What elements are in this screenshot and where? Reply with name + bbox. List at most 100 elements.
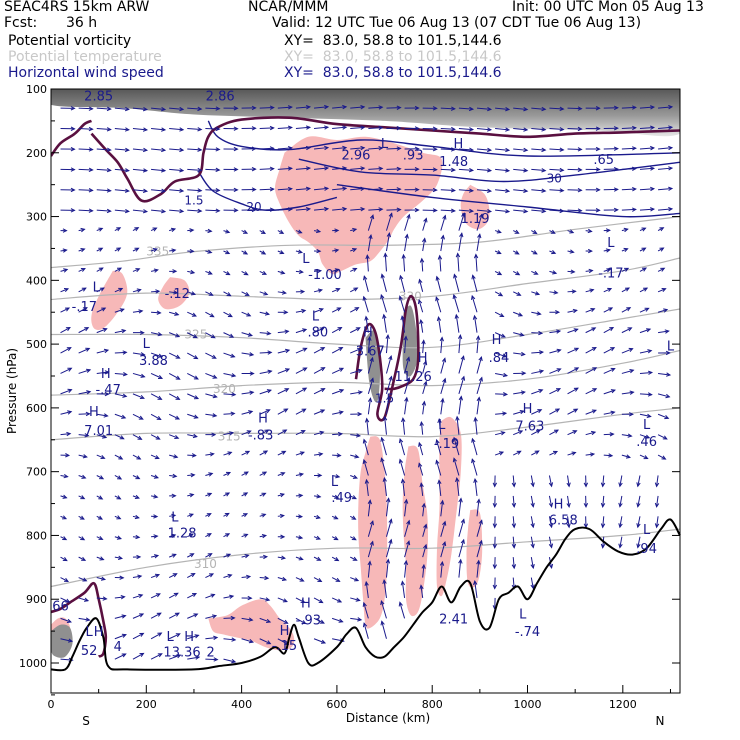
wind-vector-859	[132, 652, 145, 660]
wind-vector-651	[150, 494, 159, 499]
wind-vector-357	[362, 295, 369, 313]
wind-vector-734	[422, 523, 428, 537]
wind-vector-839	[362, 601, 369, 619]
wind-vector-682	[96, 515, 103, 520]
wind-vector-2	[96, 106, 112, 112]
wind-vector-212	[205, 228, 213, 234]
wind-vector-830	[205, 614, 218, 619]
wind-vector-843	[114, 633, 127, 640]
wind-vector-563	[401, 417, 406, 435]
wind-vector-689	[223, 512, 230, 517]
annotation-10: L	[302, 252, 310, 267]
shading-layer	[51, 89, 680, 658]
wind-vector-143	[187, 188, 203, 193]
annotation-55: 52	[81, 644, 98, 659]
wind-vector-361	[435, 296, 442, 313]
y-tick-label-800: 800	[26, 529, 47, 542]
wind-vector-132	[603, 166, 619, 172]
wind-vector-444	[96, 370, 110, 375]
wind-vector-701	[440, 499, 445, 517]
wind-vector-411	[114, 350, 128, 355]
annotation-27: H	[101, 367, 111, 382]
wind-vector-862	[187, 655, 201, 660]
theta-contour-335	[51, 216, 680, 269]
wind-vector-642	[600, 475, 606, 488]
wind-vector-188	[386, 207, 402, 212]
wind-vector-362	[452, 293, 460, 313]
wind-vector-647	[78, 495, 86, 500]
wind-vector-224	[422, 217, 428, 231]
wind-vector-568	[494, 431, 506, 436]
wind-vector-353	[295, 308, 307, 314]
wind-vector-30	[603, 105, 619, 111]
wind-vector-276	[132, 268, 141, 273]
wind-vector-484	[205, 393, 218, 399]
wind-vector-291	[401, 253, 406, 272]
annotation-6: 1.48	[439, 155, 468, 170]
field-pv-xy: XY= 83.0, 58.8 to 101.5,144.6	[284, 33, 502, 49]
wind-vector-767	[458, 538, 465, 558]
wind-vector-64	[603, 126, 619, 131]
wind-vector-330	[494, 291, 504, 297]
annotation-14: -.17	[72, 300, 97, 315]
wind-vector-777	[132, 574, 143, 579]
wind-vector-76	[205, 147, 221, 152]
wind-vector-731	[367, 520, 374, 537]
wind-vector-240	[96, 247, 104, 252]
y-tick-label-600: 600	[26, 402, 47, 415]
wind-vector-445	[114, 371, 128, 377]
wind-vector-780	[187, 572, 196, 578]
wind-vector-526	[350, 411, 363, 417]
wind-vector-536	[531, 409, 543, 415]
wind-vector-151	[332, 186, 348, 191]
annotation-32: -.83	[248, 429, 273, 444]
wind-vector-805	[150, 593, 161, 599]
wind-vector-709	[583, 516, 589, 529]
wind-vector-669	[473, 477, 478, 496]
wind-vector-706	[530, 516, 535, 529]
wind-vector-68	[60, 146, 76, 152]
wind-vector-92	[495, 147, 511, 153]
wind-vector-502	[531, 389, 544, 395]
wind-vector-424	[350, 347, 363, 354]
wind-vector-67	[658, 125, 674, 130]
wind-vector-265	[549, 249, 557, 255]
wind-vector-797	[492, 577, 498, 590]
annotation-24: H	[492, 333, 502, 348]
annotation-12: -.17	[598, 267, 623, 282]
wind-vector-17	[368, 105, 384, 110]
wind-vector-267	[585, 248, 593, 254]
wind-vector-100	[639, 145, 656, 151]
wind-vector-293	[437, 254, 443, 272]
wind-vector-145	[223, 187, 239, 193]
wind-vector-323	[363, 275, 369, 292]
wind-vector-43	[223, 126, 239, 131]
wind-vector-249	[259, 250, 267, 255]
wind-vector-632	[418, 462, 424, 476]
wind-vector-554	[241, 430, 252, 436]
wind-vector-525	[332, 410, 344, 415]
wind-vector-592	[313, 452, 324, 457]
wind-vector-455	[295, 367, 308, 374]
wind-vector-439	[621, 347, 634, 354]
y-tick-label-200: 200	[26, 147, 47, 160]
annotation-56: 4	[114, 640, 122, 655]
wind-vector-850	[241, 638, 254, 644]
wind-vector-71	[114, 147, 130, 153]
wind-vector-177	[187, 208, 203, 214]
wind-vector-399	[513, 332, 525, 337]
wind-vector-236	[639, 227, 647, 232]
wind-vector-810	[241, 595, 253, 601]
annotation-34: -.19	[434, 437, 459, 452]
wind-vector-102	[60, 167, 76, 172]
wind-vector-216	[277, 229, 285, 234]
field-theta-xy: XY= 83.0, 58.8 to 101.5,144.6	[284, 49, 502, 65]
wind-vector-820	[419, 584, 424, 599]
wind-vector-302	[603, 268, 612, 273]
wind-vector-181	[259, 207, 275, 212]
wind-vector-185	[332, 206, 348, 212]
wind-vector-261	[476, 233, 482, 252]
wind-vector-388	[313, 327, 325, 334]
wind-vector-33	[658, 104, 674, 110]
wind-vector-83	[332, 145, 348, 151]
